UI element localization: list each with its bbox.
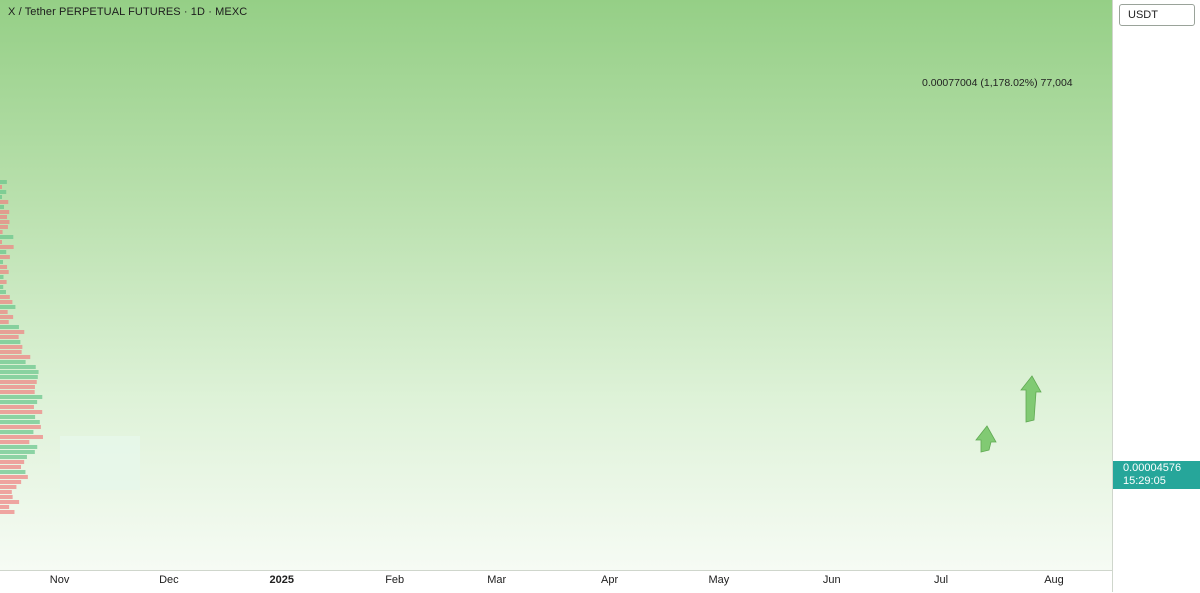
- volume-profile: [0, 180, 43, 514]
- volume-profile-bar: [0, 245, 14, 249]
- volume-profile-bar: [0, 455, 27, 459]
- volume-profile-bar: [0, 495, 13, 499]
- volume-profile-bar: [0, 270, 9, 274]
- volume-profile-bar: [0, 405, 34, 409]
- volume-profile-bar: [0, 365, 36, 369]
- time-tick: Apr: [601, 574, 619, 586]
- volume-profile-bar: [0, 320, 9, 324]
- time-tick: Nov: [49, 574, 70, 586]
- volume-profile-bar: [0, 215, 8, 219]
- volume-profile-bar: [0, 480, 22, 484]
- volume-profile-bar: [0, 445, 38, 449]
- time-tick: Feb: [385, 574, 405, 586]
- measure-label: 0.00077004 (1,178.02%) 77,004: [922, 77, 1073, 89]
- volume-profile-bar: [0, 285, 4, 289]
- volume-profile-bar: [0, 255, 10, 259]
- volume-profile-bar: [0, 410, 43, 414]
- volume-profile-bar: [0, 250, 7, 254]
- volume-profile-bar: [0, 420, 40, 424]
- volume-profile-bar: [0, 380, 37, 384]
- currency-selector[interactable]: USDT: [1119, 4, 1195, 26]
- volume-profile-bar: [0, 300, 13, 304]
- time-tick: Mar: [487, 574, 507, 586]
- volume-profile-bar: [0, 375, 38, 379]
- time-tick: May: [708, 574, 730, 586]
- volume-profile-bar: [0, 355, 31, 359]
- volume-profile-bar: [0, 335, 19, 339]
- volume-profile-bar: [0, 190, 7, 194]
- volume-profile-bar: [0, 290, 6, 294]
- volume-profile-bar: [0, 260, 4, 264]
- volume-profile-bar: [0, 315, 14, 319]
- volume-profile-bar: [0, 460, 25, 464]
- green-up-arrow-small: [975, 425, 997, 453]
- volume-profile-bar: [0, 180, 7, 184]
- volume-profile-bar: [0, 415, 36, 419]
- volume-profile-bar: [0, 390, 35, 394]
- volume-profile-bar: [0, 395, 43, 399]
- volume-profile-bar: [0, 385, 35, 389]
- volume-profile-bar: [0, 310, 8, 314]
- volume-profile-bar: [0, 325, 19, 329]
- volume-profile-bar: [0, 400, 38, 404]
- volume-profile-bar: [0, 430, 34, 434]
- volume-profile-bar: [0, 510, 15, 514]
- volume-profile-bar: [0, 435, 43, 439]
- volume-profile-bar: [0, 470, 26, 474]
- volume-profile-bar: [0, 295, 10, 299]
- green-up-arrow-large: [1020, 375, 1042, 423]
- volume-profile-bar: [0, 210, 10, 214]
- time-tick: Jul: [934, 574, 949, 586]
- volume-profile-bar: [0, 345, 23, 349]
- price-chart[interactable]: [0, 0, 1112, 570]
- volume-profile-bar: [0, 225, 8, 229]
- volume-profile-bar: [0, 485, 17, 489]
- countdown-label: 15:29:05: [1123, 475, 1166, 487]
- current-price-label: 0.00004576: [1123, 462, 1182, 474]
- volume-profile-bar: [0, 280, 7, 284]
- volume-profile-bar: [0, 235, 14, 239]
- volume-profile-bar: [0, 360, 26, 364]
- time-axis[interactable]: Nov Dec 2025 Feb Mar Apr May Jun Jul Aug: [0, 570, 1112, 593]
- volume-profile-bar: [0, 450, 35, 454]
- volume-profile-bar: [0, 220, 10, 224]
- volume-profile-bar: [0, 465, 22, 469]
- volume-profile-bar: [0, 205, 5, 209]
- price-axis[interactable]: USDT 0.001400000.001100000.000800000.000…: [1112, 0, 1200, 592]
- volume-profile-bar: [0, 500, 20, 504]
- volume-profile-bar: [0, 340, 21, 344]
- time-tick: Dec: [159, 574, 179, 586]
- volume-profile-bar: [0, 305, 16, 309]
- chart-area[interactable]: X / Tether PERPETUAL FUTURES · 1D · MEXC…: [0, 0, 1112, 570]
- volume-profile-bar: [0, 490, 12, 494]
- volume-profile-bar: [0, 185, 2, 189]
- volume-profile-bar: [0, 230, 3, 234]
- volume-profile-bar: [0, 425, 41, 429]
- volume-profile-bar: [0, 240, 2, 244]
- volume-profile-bar: [0, 440, 30, 444]
- volume-profile-bar: [0, 330, 25, 334]
- time-tick: Aug: [1044, 574, 1064, 586]
- volume-profile-bar: [0, 275, 4, 279]
- time-tick: 2025: [269, 574, 295, 586]
- volume-profile-bar: [0, 265, 8, 269]
- current-price-tag: 0.00004576 15:29:05: [1113, 461, 1200, 489]
- time-tick: Jun: [822, 574, 841, 586]
- volume-profile-bar: [0, 475, 28, 479]
- volume-profile-bar: [0, 195, 2, 199]
- volume-area-box: [60, 436, 140, 490]
- volume-profile-bar: [0, 350, 22, 354]
- chart-title: X / Tether PERPETUAL FUTURES · 1D · MEXC: [8, 6, 248, 18]
- volume-profile-bar: [0, 505, 10, 509]
- volume-profile-bar: [0, 200, 9, 204]
- volume-profile-bar: [0, 370, 39, 374]
